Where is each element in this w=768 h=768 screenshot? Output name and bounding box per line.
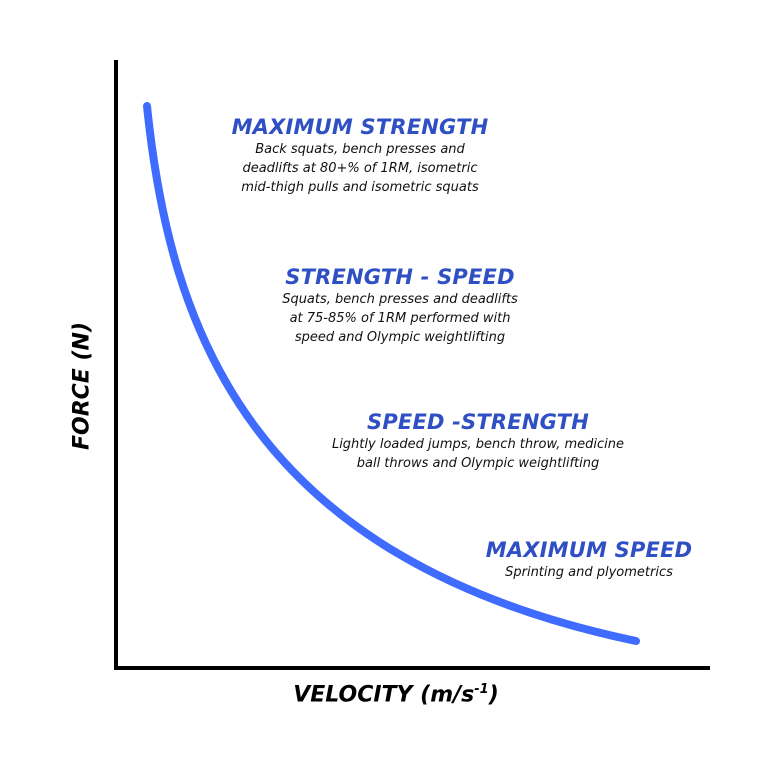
y-axis-label: FORCE (N) <box>69 321 95 451</box>
zone-title: MAXIMUM SPEED <box>485 538 693 562</box>
x-axis-label-close: ) <box>488 682 499 708</box>
desc-line: ball throws and Olympic weightlifting <box>356 456 600 471</box>
force-velocity-curve <box>143 102 640 645</box>
x-axis-label-text: VELOCITY (m/s <box>293 682 475 708</box>
desc-line: at 75-85% of 1RM performed with <box>289 311 511 326</box>
desc-line: Lightly loaded jumps, bench throw, medic… <box>331 437 625 452</box>
zone-description: Squats, bench presses and deadlifts at 7… <box>200 290 600 347</box>
desc-line: deadlifts at 80+% of 1RM, isometric <box>242 161 478 176</box>
desc-line: mid-thigh pulls and isometric squats <box>241 180 479 195</box>
zone-title: SPEED -STRENGTH <box>367 410 589 434</box>
zone-maximum-speed: MAXIMUM SPEED Sprinting and plyometrics <box>444 537 734 582</box>
desc-line: Back squats, bench presses and <box>255 142 465 157</box>
desc-line: Sprinting and plyometrics <box>505 565 673 580</box>
x-axis-label: VELOCITY (m/s-1) <box>248 682 544 707</box>
zone-title: MAXIMUM STRENGTH <box>231 115 489 139</box>
x-axis-label-exponent: -1 <box>474 682 489 697</box>
zone-title: STRENGTH - SPEED <box>285 265 515 289</box>
zone-speed-strength: SPEED -STRENGTH Lightly loaded jumps, be… <box>268 409 688 473</box>
desc-line: Squats, bench presses and deadlifts <box>282 292 518 307</box>
zone-description: Lightly loaded jumps, bench throw, medic… <box>268 435 688 473</box>
zone-description: Sprinting and plyometrics <box>444 563 734 582</box>
zone-strength-speed: STRENGTH - SPEED Squats, bench presses a… <box>200 264 600 347</box>
zone-description: Back squats, bench presses and deadlifts… <box>160 140 560 197</box>
zone-maximum-strength: MAXIMUM STRENGTH Back squats, bench pres… <box>160 114 560 197</box>
desc-line: speed and Olympic weightlifting <box>294 330 506 345</box>
